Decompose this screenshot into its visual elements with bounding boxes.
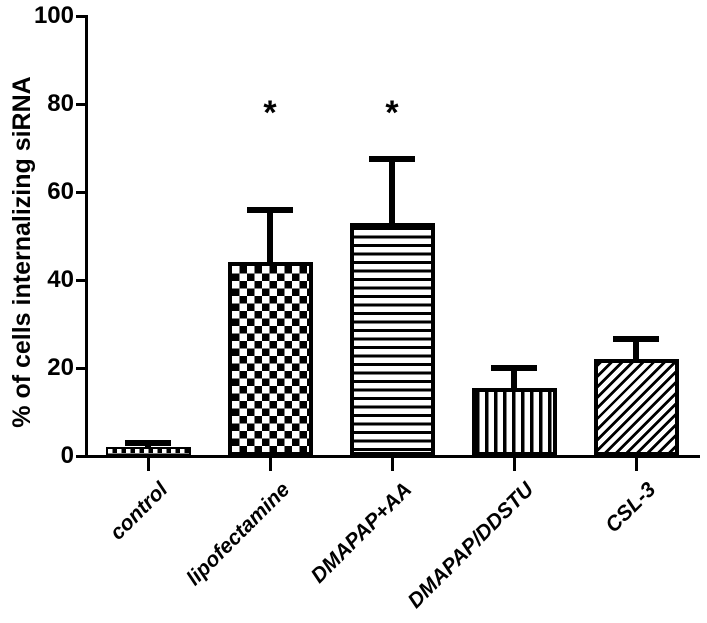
y-axis-tick <box>76 102 86 106</box>
error-bar-stem <box>389 159 395 225</box>
significance-asterisk: * <box>385 94 399 132</box>
bar-dmapap-aa <box>349 222 435 456</box>
error-bar-cap <box>125 439 171 446</box>
y-axis-tick-label: 40 <box>47 266 74 293</box>
x-axis-tick <box>634 458 638 471</box>
error-bar-cap <box>491 365 537 371</box>
error-bar-cap <box>613 336 659 343</box>
y-axis-tick-label: 0 <box>60 442 74 469</box>
error-bar-stem <box>511 368 517 390</box>
x-axis-label-control: control <box>105 478 173 545</box>
bar-csl-3 <box>593 359 679 456</box>
error-bar-stem <box>145 442 151 450</box>
y-axis-tick <box>76 454 86 458</box>
error-bar-stem <box>267 209 273 265</box>
y-axis-tick <box>76 14 86 18</box>
x-axis-tick <box>390 458 394 471</box>
y-axis-tick <box>76 278 86 282</box>
significance-asterisk: * <box>263 94 277 132</box>
error-bar-cap <box>369 156 415 162</box>
bar-lipofectamine <box>227 262 313 456</box>
y-axis-tick <box>76 366 86 370</box>
error-bar-cap <box>247 206 293 213</box>
x-axis-tick <box>268 458 272 471</box>
y-axis-tick <box>76 190 86 194</box>
y-axis-tick-label: 80 <box>47 90 74 117</box>
y-axis-tick-label: 20 <box>47 354 74 381</box>
error-bar-stem <box>633 339 639 362</box>
y-axis-tick-label: 100 <box>33 1 74 29</box>
x-axis-tick <box>512 458 516 471</box>
y-axis-line <box>85 14 88 458</box>
bar-dmapap-ddstu <box>471 387 557 456</box>
y-axis-tick-label: 60 <box>47 178 74 205</box>
x-axis-line <box>85 455 700 458</box>
x-axis-tick <box>146 458 150 471</box>
